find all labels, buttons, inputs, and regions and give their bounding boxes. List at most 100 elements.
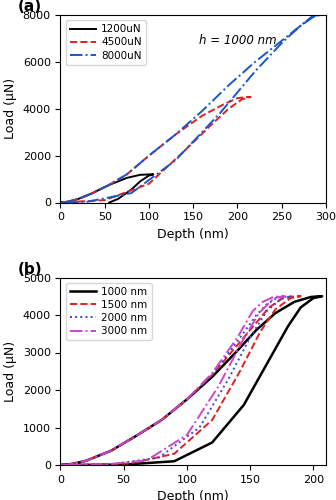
2000 nm xyxy=(84,458,88,464)
4500uN xyxy=(209,122,213,128)
1000 nm xyxy=(299,304,303,310)
1200uN xyxy=(147,172,151,177)
Y-axis label: Load (μN): Load (μN) xyxy=(4,340,17,402)
4500uN xyxy=(89,190,93,196)
4500uN xyxy=(173,132,177,138)
2000 nm xyxy=(236,338,240,344)
1500 nm xyxy=(109,448,113,454)
8000uN xyxy=(253,59,257,65)
3000 nm xyxy=(280,293,284,299)
8000uN xyxy=(297,24,301,30)
2000 nm xyxy=(65,462,69,468)
Text: h = 1000 nm: h = 1000 nm xyxy=(199,34,276,47)
3000 nm xyxy=(71,460,75,466)
1500 nm xyxy=(210,372,214,378)
1000 nm xyxy=(274,310,278,316)
3000 nm xyxy=(58,462,62,468)
2000 nm xyxy=(198,424,202,430)
3000 nm xyxy=(216,384,220,390)
1500 nm xyxy=(71,460,75,466)
2000 nm xyxy=(74,462,78,468)
1500 nm xyxy=(172,451,176,457)
8000uN xyxy=(125,172,129,177)
2000 nm xyxy=(248,334,252,340)
4500uN xyxy=(236,95,240,101)
1000 nm xyxy=(185,396,189,402)
8000uN xyxy=(107,182,111,188)
Y-axis label: Load (μN): Load (μN) xyxy=(4,78,17,140)
2000 nm xyxy=(290,293,294,299)
1500 nm xyxy=(296,293,300,299)
3000 nm xyxy=(185,432,189,438)
1000 nm xyxy=(84,458,88,464)
X-axis label: Depth (nm): Depth (nm) xyxy=(157,228,229,241)
1000 nm xyxy=(210,440,214,446)
4500uN xyxy=(147,180,151,186)
1000 nm xyxy=(122,462,126,468)
1000 nm xyxy=(109,448,113,454)
Text: (b): (b) xyxy=(18,262,43,277)
4500uN xyxy=(240,96,244,102)
X-axis label: Depth (nm): Depth (nm) xyxy=(157,490,229,500)
1000 nm xyxy=(309,294,313,300)
4500uN xyxy=(200,113,204,119)
4500uN xyxy=(76,196,80,202)
8000uN xyxy=(63,199,67,205)
4500uN xyxy=(244,94,248,100)
1000 nm xyxy=(267,357,271,363)
1000 nm xyxy=(320,293,324,299)
1000 nm xyxy=(160,417,164,423)
8000uN xyxy=(310,14,314,20)
1500 nm xyxy=(65,462,69,468)
8000uN xyxy=(253,68,257,74)
1500 nm xyxy=(267,304,271,310)
3000 nm xyxy=(236,334,240,340)
8000uN xyxy=(315,12,319,18)
4500uN xyxy=(67,198,71,204)
4500uN xyxy=(222,101,226,107)
2000 nm xyxy=(134,433,138,439)
8000uN xyxy=(318,12,322,18)
Text: (a): (a) xyxy=(18,0,42,14)
3000 nm xyxy=(257,310,261,316)
1500 nm xyxy=(289,295,293,301)
1000 nm xyxy=(236,348,240,354)
Legend: 1200uN, 4500uN, 8000uN: 1200uN, 4500uN, 8000uN xyxy=(66,20,146,65)
8000uN xyxy=(315,12,319,18)
8000uN xyxy=(226,82,230,88)
8000uN xyxy=(67,198,71,204)
2000 nm xyxy=(58,462,62,468)
2000 nm xyxy=(282,294,286,300)
8000uN xyxy=(309,14,313,20)
2000 nm xyxy=(287,293,291,299)
1200uN xyxy=(63,199,67,205)
1500 nm xyxy=(58,462,62,468)
2000 nm xyxy=(274,296,278,302)
8000uN xyxy=(58,200,62,205)
1200uN xyxy=(125,175,129,181)
1500 nm xyxy=(238,368,242,374)
Line: 2000 nm: 2000 nm xyxy=(60,296,292,465)
2000 nm xyxy=(71,460,75,466)
3000 nm xyxy=(272,295,276,301)
2000 nm xyxy=(109,448,113,454)
1200uN xyxy=(147,172,151,178)
1500 nm xyxy=(84,462,88,468)
1500 nm xyxy=(299,293,303,299)
1200uN xyxy=(67,198,71,204)
1200uN xyxy=(58,200,62,205)
1000 nm xyxy=(242,402,246,408)
1500 nm xyxy=(58,462,62,468)
8000uN xyxy=(280,40,284,46)
3000 nm xyxy=(280,293,284,299)
1200uN xyxy=(151,172,155,177)
2000 nm xyxy=(254,312,258,318)
4500uN xyxy=(125,172,129,177)
1200uN xyxy=(89,190,93,196)
1200uN xyxy=(116,196,120,202)
3000 nm xyxy=(251,308,255,314)
8000uN xyxy=(76,196,80,202)
1200uN xyxy=(147,172,151,177)
3000 nm xyxy=(144,458,149,464)
1500 nm xyxy=(258,329,262,335)
